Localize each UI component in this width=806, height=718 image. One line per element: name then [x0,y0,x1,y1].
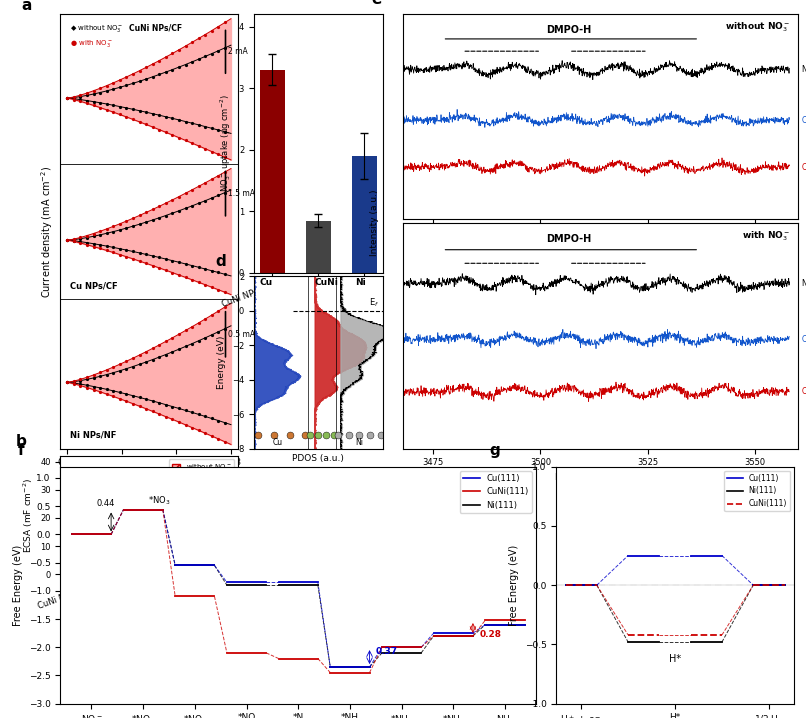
Bar [260,70,285,273]
Text: b: b [16,434,27,449]
Text: CuNi NPs/CF: CuNi NPs/CF [129,23,182,32]
Text: *NO$_3$: *NO$_3$ [148,495,171,507]
Bar [130,564,149,574]
Text: ◆ without NO$_3^-$: ◆ without NO$_3^-$ [70,23,123,34]
Y-axis label: Intensity (a.u.): Intensity (a.u.) [370,190,380,256]
X-axis label: Magnetic field (G): Magnetic field (G) [555,473,646,482]
Text: e: e [372,0,382,7]
X-axis label: PDOS (a.u.): PDOS (a.u.) [293,454,344,463]
Text: E$_f$: E$_f$ [369,297,379,309]
Y-axis label: Free Energy (eV): Free Energy (eV) [13,544,23,626]
Bar [351,156,377,273]
Text: Cu: Cu [272,438,282,447]
Text: Ni NPs/NF: Ni NPs/NF [802,65,806,74]
Text: 1.5 mA: 1.5 mA [228,189,256,198]
Text: CuNi: CuNi [314,278,339,287]
Text: DMPO-H: DMPO-H [546,24,592,34]
Text: CuNi NPs/CF: CuNi NPs/CF [802,387,806,396]
Text: 0.5 mA: 0.5 mA [228,330,256,339]
Bar [149,539,168,574]
Legend: Cu(111), Ni(111), CuNi(111): Cu(111), Ni(111), CuNi(111) [725,470,790,511]
Text: Ni: Ni [355,438,364,447]
Legend: without NO$_3^-$, with NO$_3^-$: without NO$_3^-$, with NO$_3^-$ [169,460,235,490]
Text: Ni NPs/NF: Ni NPs/NF [802,279,806,288]
Text: g: g [489,443,501,458]
X-axis label: Potential (V vs. RHE): Potential (V vs. RHE) [92,473,206,483]
Y-axis label: ECSA (mF cm$^{-2}$): ECSA (mF cm$^{-2}$) [21,477,35,553]
Text: d: d [215,254,226,269]
Legend: Cu(111), CuNi(111), Ni(111): Cu(111), CuNi(111), Ni(111) [459,471,532,513]
Text: CuNi NPs/CF: CuNi NPs/CF [802,162,806,172]
Text: 0.28: 0.28 [479,630,501,638]
Y-axis label: Free Energy (eV): Free Energy (eV) [509,544,519,626]
Bar [305,220,331,273]
Text: a: a [22,0,31,13]
Text: Cu NPs/CF: Cu NPs/CF [802,335,806,344]
Text: c: c [215,0,224,2]
Text: without NO$_3^-$: without NO$_3^-$ [725,21,790,34]
Bar [88,478,107,574]
Text: 2 mA: 2 mA [228,47,248,56]
Y-axis label: NO$_3^-$ uptake (μg cm$^{-2}$): NO$_3^-$ uptake (μg cm$^{-2}$) [218,95,233,192]
Text: 0.37: 0.37 [376,648,398,656]
Text: 0.44: 0.44 [97,499,115,508]
Text: Cu NPs/CF: Cu NPs/CF [70,281,118,290]
Text: f: f [18,443,24,458]
Bar [69,523,88,574]
Text: Ni NPs/NF: Ni NPs/NF [70,431,116,440]
Text: with NO$_3^-$: with NO$_3^-$ [742,229,790,243]
Bar [210,570,230,574]
Y-axis label: Energy (eV): Energy (eV) [218,336,226,389]
Text: Ni: Ni [355,278,366,287]
Text: Cu: Cu [260,278,272,287]
Text: H*: H* [669,654,681,664]
Text: Cu NPs/CF: Cu NPs/CF [802,116,806,124]
Text: DMPO-H: DMPO-H [546,234,592,244]
Y-axis label: Current density (mA cm$^{-2}$): Current density (mA cm$^{-2}$) [39,165,55,298]
Text: ● with NO$_3^-$: ● with NO$_3^-$ [70,38,113,50]
Bar [191,572,210,574]
